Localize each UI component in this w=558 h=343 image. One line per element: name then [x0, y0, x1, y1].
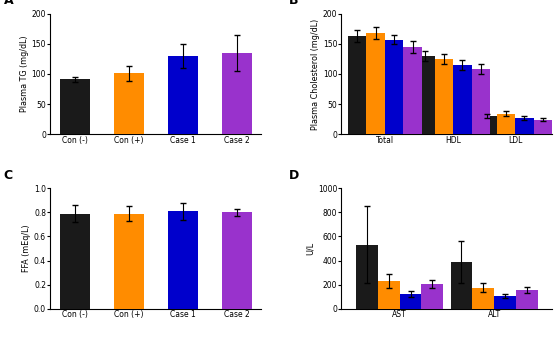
Bar	[494, 296, 516, 309]
Bar	[515, 118, 534, 134]
Bar	[168, 56, 198, 134]
Bar	[472, 69, 490, 134]
Text: D: D	[288, 169, 299, 182]
Bar	[450, 262, 473, 309]
Text: A: A	[4, 0, 13, 7]
Bar	[516, 290, 538, 309]
Bar	[222, 53, 252, 134]
Bar	[534, 120, 552, 134]
Bar	[473, 288, 494, 309]
Bar	[356, 245, 378, 309]
Y-axis label: Plasma Cholesterol (mg/dL): Plasma Cholesterol (mg/dL)	[311, 18, 320, 130]
Bar	[168, 211, 198, 309]
Bar	[366, 33, 385, 134]
Bar	[385, 39, 403, 134]
Bar	[497, 114, 515, 134]
Text: B: B	[288, 0, 298, 7]
Bar	[60, 79, 89, 134]
Bar	[435, 59, 453, 134]
Bar	[114, 214, 143, 309]
Bar	[478, 116, 497, 134]
Bar	[114, 73, 143, 134]
Y-axis label: Plasma TG (mg/dL): Plasma TG (mg/dL)	[20, 36, 29, 112]
Bar	[348, 36, 366, 134]
Bar	[60, 214, 89, 309]
Bar	[400, 294, 421, 309]
Bar	[453, 65, 472, 134]
Text: C: C	[4, 169, 13, 182]
Bar	[378, 281, 400, 309]
Bar	[416, 56, 435, 134]
Bar	[421, 284, 443, 309]
Bar	[222, 212, 252, 309]
Y-axis label: U/L: U/L	[306, 242, 315, 255]
Bar	[403, 47, 422, 134]
Y-axis label: FFA (mEq/L): FFA (mEq/L)	[22, 225, 31, 272]
